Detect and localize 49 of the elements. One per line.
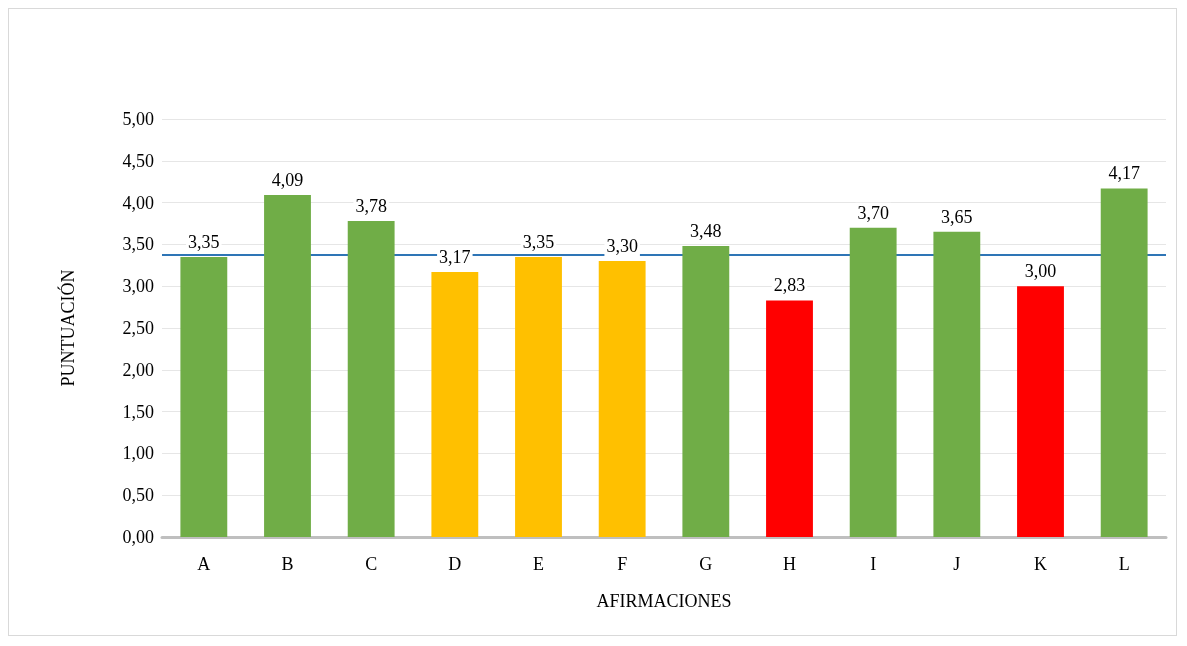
bar bbox=[180, 256, 228, 537]
data-label: 3,35 bbox=[188, 231, 220, 252]
bar bbox=[1017, 286, 1064, 537]
data-label: 4,17 bbox=[1108, 163, 1140, 184]
y-tick-label: 2,00 bbox=[122, 359, 154, 380]
y-axis-title: PUNTUACIÓN bbox=[57, 269, 78, 387]
y-tick-label: 3,50 bbox=[122, 234, 154, 255]
y-tick-label: 3,00 bbox=[122, 276, 154, 297]
x-tick-label: K bbox=[1034, 554, 1047, 574]
x-tick-label: C bbox=[365, 554, 378, 574]
bar bbox=[766, 300, 813, 537]
x-tick-label: D bbox=[448, 554, 462, 574]
data-label: 2,83 bbox=[773, 275, 806, 296]
y-tick-label: 0,00 bbox=[122, 527, 154, 547]
y-tick-label: 5,00 bbox=[122, 109, 154, 129]
bar bbox=[1100, 188, 1148, 537]
x-tick-label: E bbox=[533, 554, 544, 574]
data-label: 3,17 bbox=[439, 246, 471, 267]
bar bbox=[682, 246, 730, 537]
y-tick-label: 1,00 bbox=[122, 443, 154, 464]
bar bbox=[849, 227, 897, 537]
x-tick-label: B bbox=[281, 554, 294, 574]
data-label: 3,65 bbox=[941, 206, 973, 227]
x-tick-label: F bbox=[617, 554, 628, 574]
x-tick-label: L bbox=[1118, 554, 1130, 574]
data-label: 3,48 bbox=[690, 221, 722, 242]
data-label: 3,00 bbox=[1024, 261, 1057, 282]
x-tick-label: J bbox=[953, 554, 961, 574]
data-label: 3,35 bbox=[522, 231, 555, 252]
x-tick-label: H bbox=[783, 554, 796, 574]
bar bbox=[933, 231, 981, 537]
data-label: 3,70 bbox=[857, 202, 889, 223]
data-label: 4,09 bbox=[271, 170, 304, 191]
bar bbox=[264, 195, 311, 537]
x-tick-label: A bbox=[197, 554, 211, 574]
data-label: 3,30 bbox=[606, 236, 638, 257]
x-tick-label: I bbox=[870, 554, 877, 574]
x-axis-title: AFIRMACIONES bbox=[596, 591, 732, 611]
bar bbox=[347, 220, 395, 537]
x-tick-label: G bbox=[699, 554, 713, 574]
y-tick-label: 1,50 bbox=[122, 401, 154, 422]
bar bbox=[598, 261, 646, 537]
y-tick-label: 0,50 bbox=[122, 485, 154, 506]
y-tick-label: 4,50 bbox=[122, 150, 154, 171]
y-tick-label: 2,50 bbox=[122, 318, 154, 338]
data-label: 3,78 bbox=[355, 195, 387, 216]
bar bbox=[515, 256, 562, 537]
bar bbox=[431, 271, 479, 537]
y-tick-label: 4,00 bbox=[122, 192, 154, 213]
